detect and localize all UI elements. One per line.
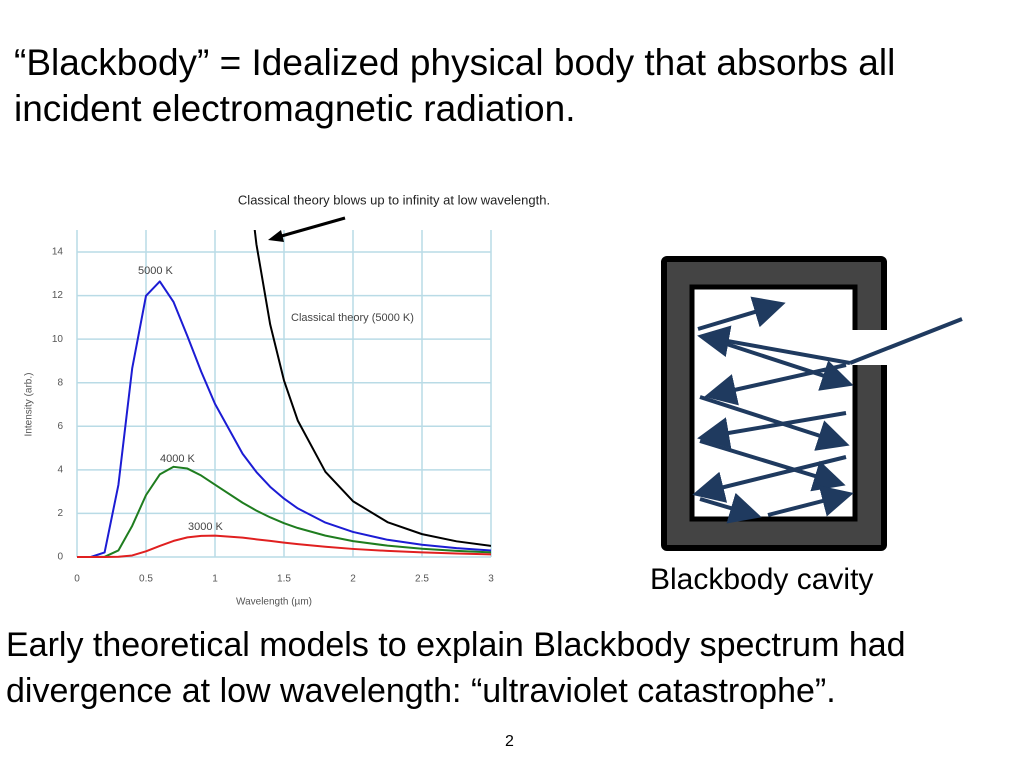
y-tick-label: 10 [52, 334, 64, 345]
cavity-opening [846, 330, 891, 365]
rays [692, 296, 963, 524]
series-label: 4000 K [160, 453, 196, 465]
plot-area [77, 230, 491, 558]
x-tick-label: 2 [350, 574, 356, 585]
x-tick-label: 0.5 [139, 574, 153, 585]
body-text: Early theoretical models to explain Blac… [6, 626, 906, 710]
series-line [77, 465, 491, 558]
x-tick-label: 1.5 [277, 574, 291, 585]
series-line [77, 534, 491, 558]
x-tick-label: 0 [74, 574, 80, 585]
chart: 0 2 4 6 8 10 12 14 0 0.5 1 1.5 2 2.5 3 Wavelength (µm) I… [24, 192, 550, 608]
x-tick-label: 1 [212, 574, 218, 585]
cavity-diagram [661, 256, 963, 551]
x-axis-label: Wavelength (µm) [236, 597, 312, 608]
series-label: Classical theory (5000 K) [291, 312, 414, 324]
page-number: 2 [505, 733, 514, 750]
y-tick-label: 6 [57, 421, 63, 432]
annotation-arrow [277, 216, 346, 239]
y-tick-label: 12 [52, 290, 64, 301]
x-tick-label: 2.5 [415, 574, 429, 585]
slide-title: “Blackbody” = Idealized physical body th… [14, 42, 896, 129]
y-tick-label: 4 [57, 464, 63, 475]
annotation: Classical theory blows up to infinity at… [238, 192, 550, 207]
annotation-arrowhead [268, 230, 284, 242]
series-label: 5000 K [138, 265, 174, 277]
series-line [77, 280, 491, 558]
diagram-caption: Blackbody cavity [650, 563, 874, 596]
y-axis-label: Intensity (arb.) [24, 373, 35, 437]
y-tick-label: 14 [52, 247, 64, 258]
series-line [253, 230, 491, 547]
y-tick-label: 0 [57, 552, 63, 563]
x-tick-label: 3 [488, 574, 494, 585]
series-label: 3000 K [188, 521, 224, 533]
y-tick-label: 8 [57, 377, 63, 388]
y-tick-label: 2 [57, 508, 63, 519]
